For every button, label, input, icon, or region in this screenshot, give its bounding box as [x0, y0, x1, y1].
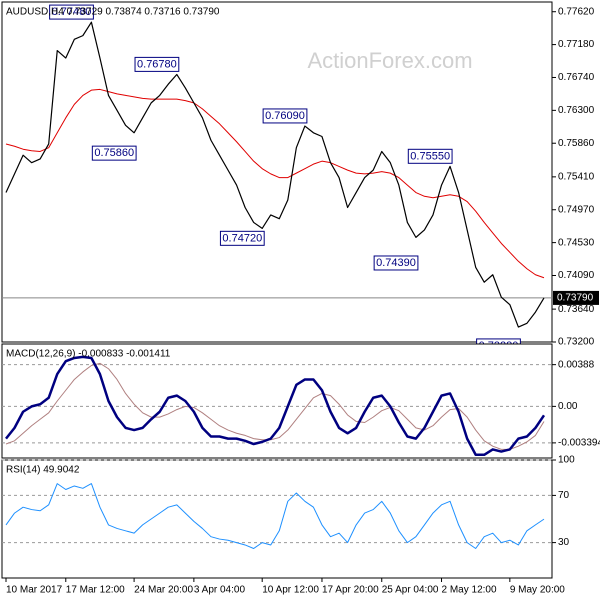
x-tick-label: 25 Apr 04:00 [382, 585, 439, 596]
annotation: 0.75860 [91, 145, 137, 161]
x-tick-label: 10 Apr 12:00 [262, 585, 319, 596]
panel-title: MACD(12,26,9) -0.000833 -0.001411 [6, 349, 171, 360]
annotation-box [49, 4, 94, 20]
panel-title: RSI(14) 49.9042 [6, 465, 80, 476]
annotation: 0.74390 [373, 255, 419, 271]
x-tick-label: 17 Mar 12:00 [66, 585, 125, 596]
annotation-label: 0.76090 [265, 110, 305, 122]
annotation: 0.77480 [49, 4, 94, 20]
y-tick-label: 0.00 [558, 401, 578, 412]
series-line [5, 483, 545, 549]
annotation: 0.76780 [134, 56, 180, 72]
annotation-box [91, 145, 137, 161]
y-tick-label: 0.73640 [558, 304, 595, 315]
annotation-box [407, 148, 453, 164]
annotation-label: 0.74720 [222, 232, 262, 244]
last-price-label: 0.73790 [557, 293, 594, 304]
annotation-box [134, 56, 180, 72]
y-tick-label: 0.75410 [558, 171, 595, 182]
annotation-box [219, 230, 265, 246]
y-tick-label: 0.00388 [558, 359, 595, 370]
annotation-label: 0.75860 [94, 147, 134, 159]
y-tick-label: 0.73200 [558, 337, 595, 348]
watermark: ActionForex.com [307, 48, 472, 73]
y-tick-label: 0.77620 [558, 6, 595, 17]
y-tick-label: -0.003394 [558, 438, 600, 449]
x-tick-label: 10 Mar 2017 [6, 585, 63, 596]
series-line [5, 355, 546, 457]
y-tick-label: 0.76740 [558, 72, 595, 83]
x-tick-label: 2 May 12:00 [442, 585, 497, 596]
annotation: 0.76090 [262, 108, 308, 124]
panel-title: AUDUSD,H4 0.73729 0.73874 0.73716 0.7379… [6, 7, 220, 18]
annotation-label: 0.75550 [410, 150, 450, 162]
annotation-label: 0.74390 [376, 257, 416, 269]
y-tick-label: 0.76300 [558, 105, 595, 116]
series-line [5, 88, 545, 279]
y-tick-label: 0.74090 [558, 270, 595, 281]
y-tick-label: 0.74970 [558, 204, 595, 215]
annotation: 0.74720 [219, 230, 265, 246]
annotation-label: 0.77480 [52, 6, 92, 18]
x-tick-label: 17 Apr 20:00 [322, 585, 379, 596]
series-line [5, 21, 545, 328]
y-tick-label: 0.74530 [558, 237, 595, 248]
annotation: 0.75550 [407, 148, 453, 164]
y-tick-label: 100 [558, 455, 575, 466]
annotation-box [373, 255, 419, 271]
x-tick-label: 9 May 20:00 [510, 585, 565, 596]
x-tick-label: 3 Apr 04:00 [194, 585, 246, 596]
y-tick-label: 30 [558, 537, 570, 548]
annotation-label: 0.76780 [137, 58, 177, 70]
annotation-box [262, 108, 308, 124]
panel-frame [1, 459, 553, 579]
y-tick-label: 70 [558, 490, 570, 501]
y-tick-label: 0.77180 [558, 39, 595, 50]
x-tick-label: 24 Mar 20:00 [134, 585, 193, 596]
y-tick-label: 0.75860 [558, 138, 595, 149]
last-price-box [553, 290, 599, 305]
panel-frame [1, 1, 553, 343]
